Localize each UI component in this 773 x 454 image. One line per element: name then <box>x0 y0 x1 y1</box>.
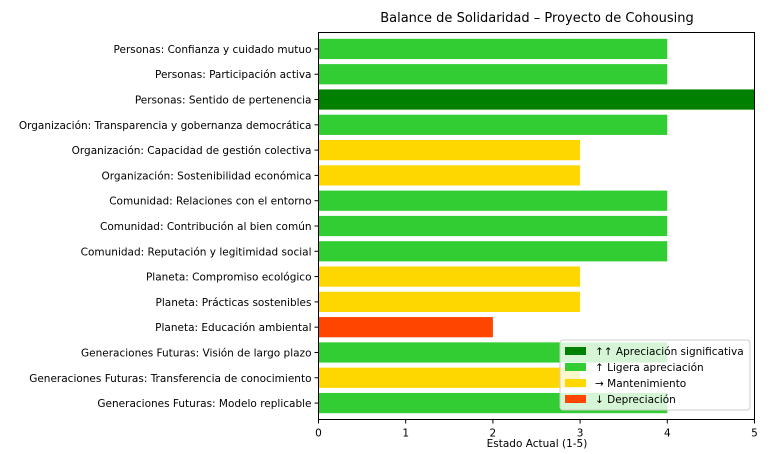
y-tick-label: Generaciones Futuras: Visión de largo pl… <box>81 347 312 359</box>
y-tick-label: Comunidad: Relaciones con el entorno <box>109 196 311 208</box>
x-axis-label: Estado Actual (1-5) <box>487 438 588 450</box>
bar <box>318 266 581 287</box>
bar <box>318 140 581 161</box>
legend-label: ↑↑ Apreciación significativa <box>595 346 744 358</box>
legend-swatch <box>565 347 586 355</box>
bar <box>318 190 668 211</box>
x-tick-label: 0 <box>315 428 322 440</box>
y-tick-label: Organización: Sostenibilidad económica <box>102 170 312 182</box>
bar <box>318 215 668 237</box>
bar <box>318 64 668 85</box>
legend-label: → Mantenimiento <box>595 378 686 390</box>
x-tick-label: 4 <box>664 428 671 440</box>
bar <box>318 291 581 312</box>
x-tick-label: 1 <box>402 428 409 440</box>
y-tick-label: Comunidad: Reputación y legitimidad soci… <box>81 246 312 258</box>
bars <box>318 38 755 414</box>
legend: ↑↑ Apreciación significativa ↑ Ligera apr… <box>559 339 751 411</box>
y-tick-label: Organización: Transparencia y gobernanza… <box>19 120 312 132</box>
plot-frame <box>318 32 755 420</box>
chart-title: Balance de Solidaridad – Proyecto de Coh… <box>380 11 694 26</box>
y-axis-ticks: Personas: Confianza y cuidado mutuo Perso… <box>19 44 319 410</box>
legend-swatch <box>565 379 586 387</box>
y-tick-label: Planeta: Prácticas sostenibles <box>156 297 312 309</box>
y-tick-label: Generaciones Futuras: Modelo replicable <box>97 398 311 410</box>
bar <box>318 317 493 338</box>
x-axis-ticks: 0 1 2 3 4 5 <box>315 419 758 440</box>
bar <box>318 89 755 110</box>
y-tick-label: Comunidad: Contribución al bien común <box>100 221 312 233</box>
legend-box <box>559 339 751 411</box>
x-tick-label: 5 <box>751 428 758 440</box>
y-tick-label: Planeta: Compromiso ecológico <box>146 272 312 284</box>
bar <box>318 38 668 60</box>
bar <box>318 165 581 186</box>
x-tick-label: 2 <box>490 428 497 440</box>
y-tick-label: Personas: Sentido de pertenencia <box>135 95 312 107</box>
legend-swatch <box>565 363 586 371</box>
y-tick-label: Personas: Confianza y cuidado mutuo <box>114 44 312 56</box>
legend-label: ↓ Depreciación <box>595 394 676 406</box>
bar <box>318 241 668 262</box>
bar <box>318 114 668 135</box>
y-tick-label: Planeta: Educación ambiental <box>155 322 311 334</box>
x-tick-label: 3 <box>577 428 584 440</box>
y-tick-label: Personas: Participación activa <box>155 69 312 81</box>
legend-swatch <box>565 395 586 403</box>
y-tick-label: Organización: Capacidad de gestión colec… <box>72 145 312 157</box>
y-tick-label: Generaciones Futuras: Transferencia de c… <box>29 373 311 385</box>
bar <box>318 367 581 388</box>
legend-label: ↑ Ligera apreciación <box>595 362 704 374</box>
